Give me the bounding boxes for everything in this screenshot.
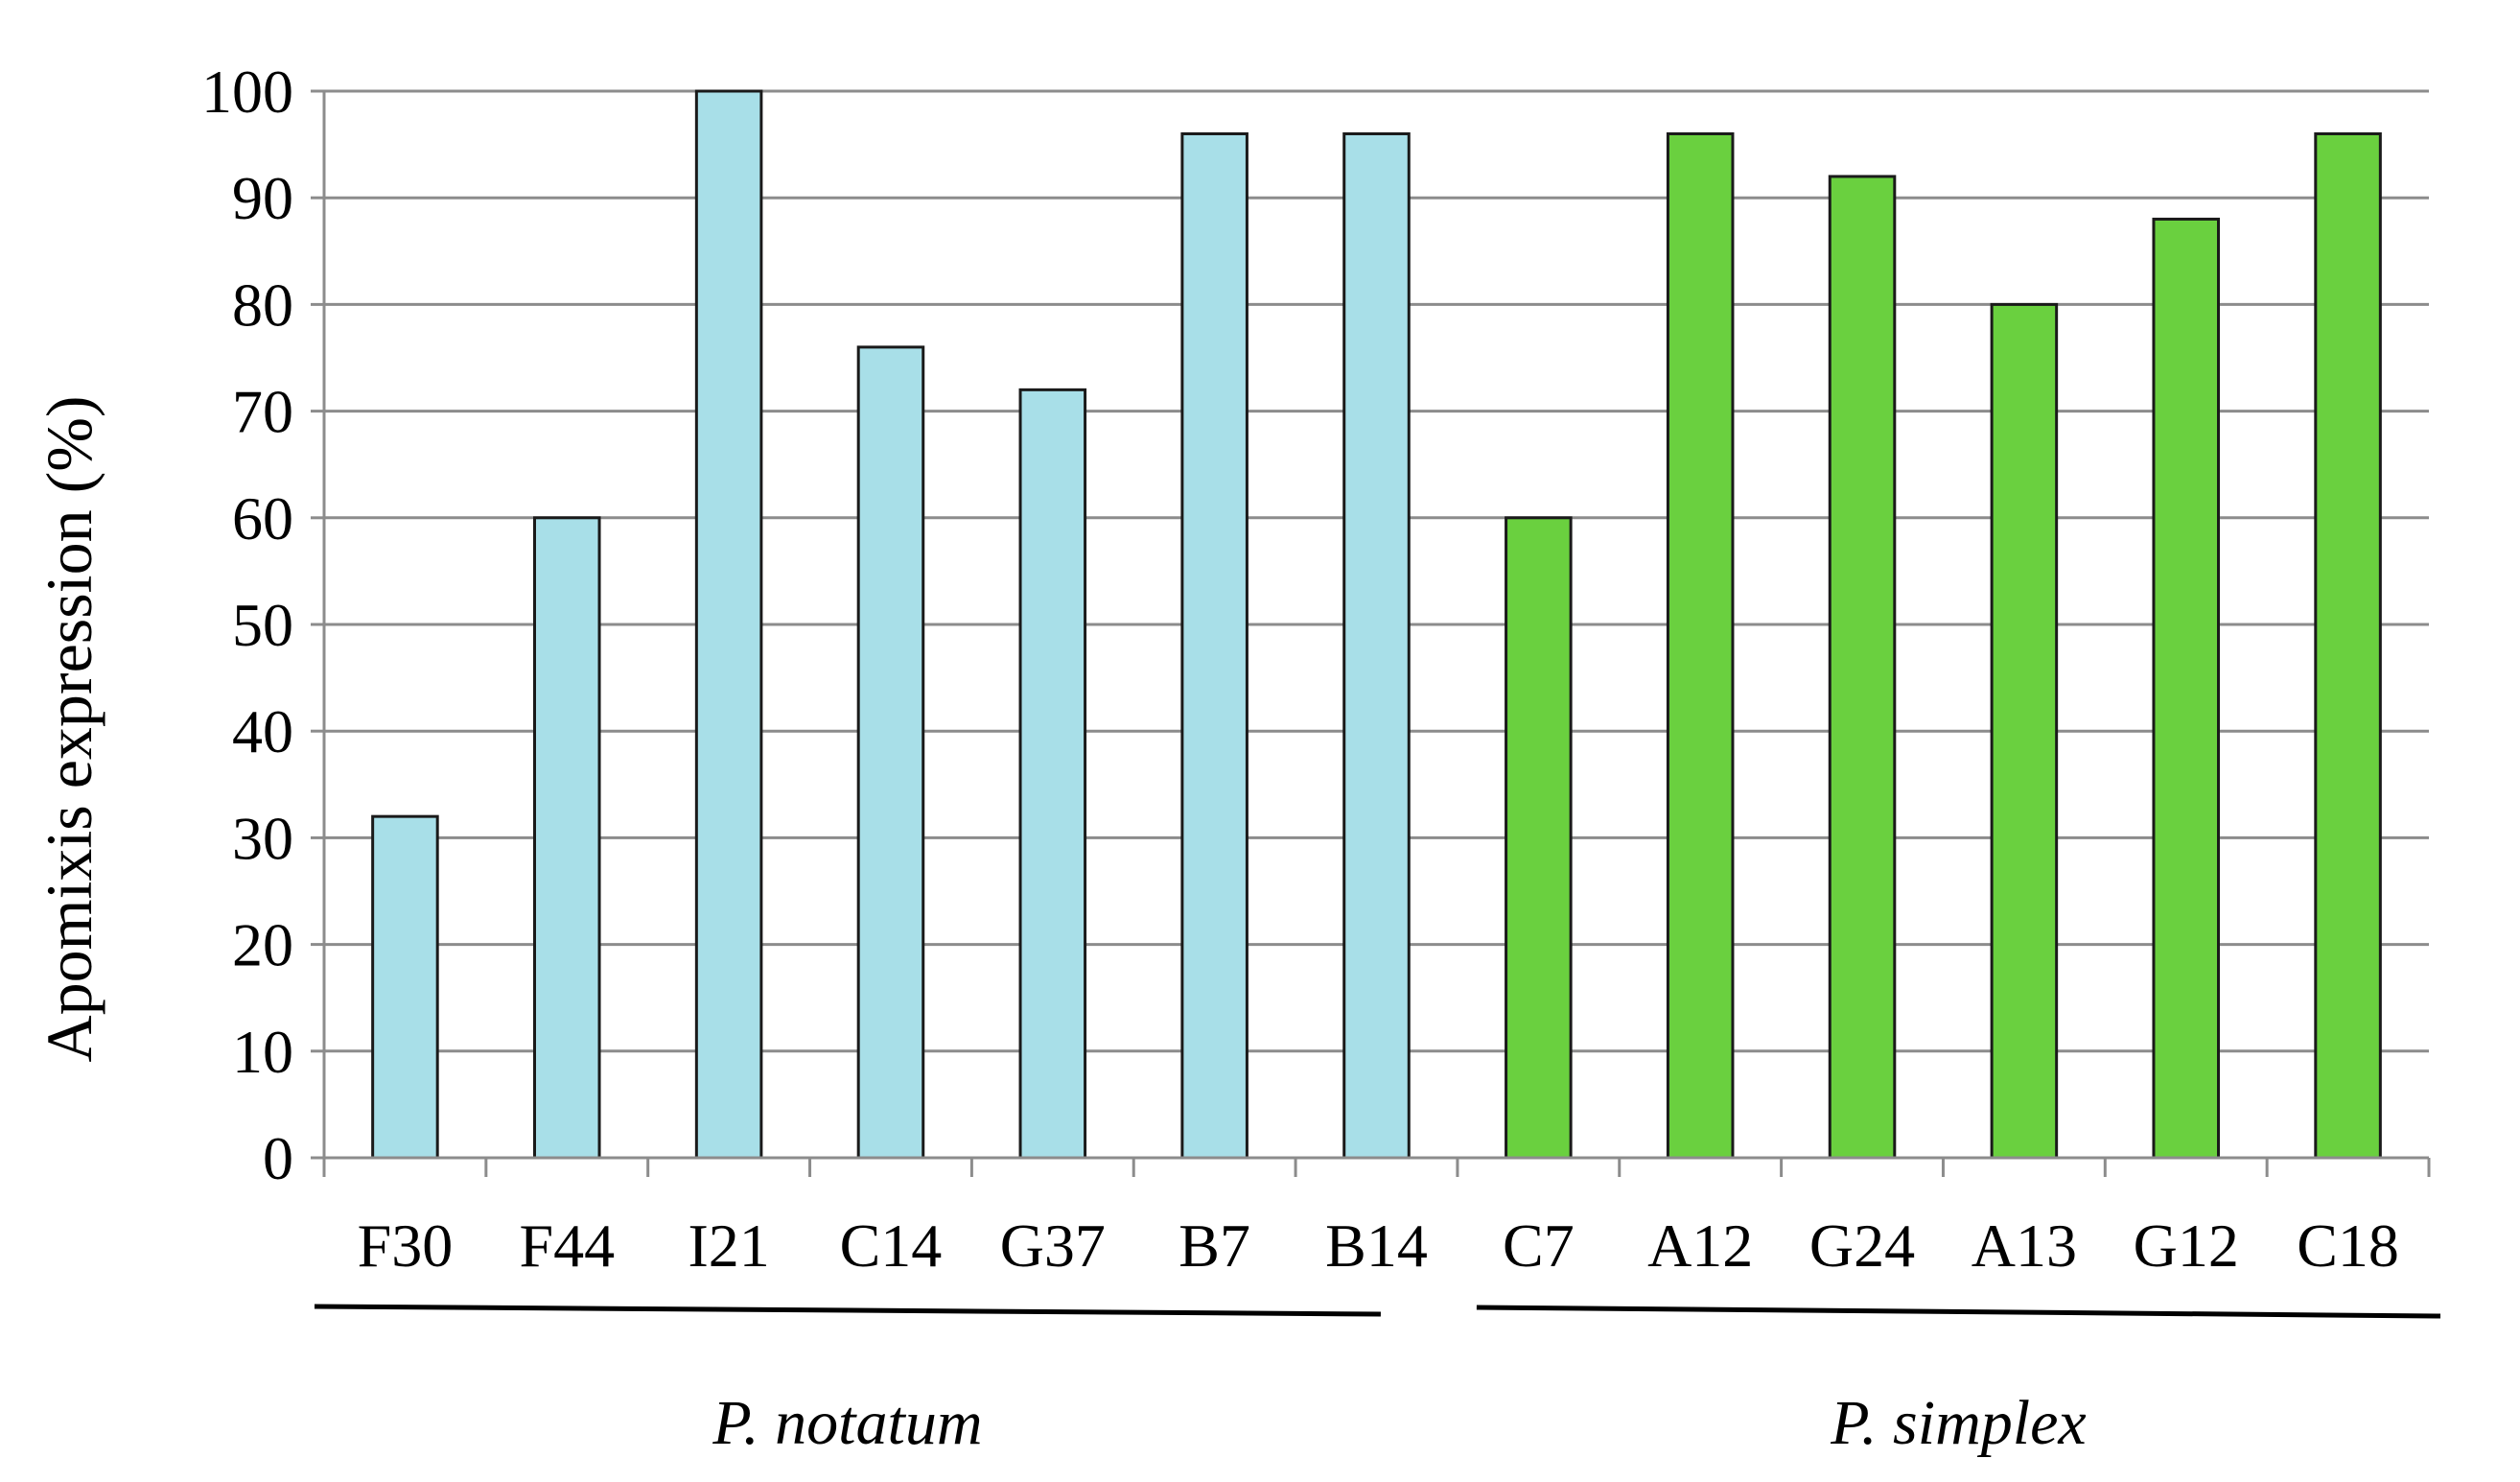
x-tick-label: B14 — [1325, 1211, 1428, 1280]
bar-A13 — [1990, 302, 2059, 1160]
bar-G12 — [2152, 217, 2220, 1160]
x-tick-label: A13 — [1972, 1211, 2077, 1280]
x-tick-label: I21 — [688, 1211, 769, 1280]
axes — [311, 89, 2441, 1319]
labels: 0 10 20 30 40 50 60 70 80 90 100 F30 F44 I21 C14 G37 B7 B… — [201, 58, 2399, 1458]
y-tick-label: 80 — [232, 271, 293, 339]
x-tick-label: G12 — [2134, 1211, 2239, 1280]
x-tick-label: F30 — [358, 1211, 454, 1280]
x-tick-label: C7 — [1503, 1211, 1575, 1280]
bar-B14 — [1342, 131, 1411, 1160]
bar-C18 — [2314, 131, 2382, 1160]
x-tick-label: B7 — [1178, 1211, 1250, 1280]
x-tick-label: C18 — [2297, 1211, 2399, 1280]
x-tick-label: C14 — [840, 1211, 943, 1280]
y-tick-label: 70 — [232, 378, 293, 446]
bar-B7 — [1180, 131, 1248, 1160]
group-label: P. notatum — [712, 1388, 982, 1458]
x-tick-label: G37 — [1000, 1211, 1106, 1280]
x-tick-label: F44 — [519, 1211, 615, 1280]
y-tick-label: 30 — [232, 804, 293, 872]
y-tick-label: 40 — [232, 697, 293, 765]
x-tick-label: A12 — [1647, 1211, 1753, 1280]
y-tick-label: 20 — [232, 911, 293, 979]
y-tick-label: 0 — [263, 1124, 293, 1192]
y-tick-label: 100 — [201, 58, 293, 126]
y-tick-label: 90 — [232, 164, 293, 232]
y-tick-label: 50 — [232, 591, 293, 659]
bar-G24 — [1828, 175, 1897, 1160]
x-tick-label: G24 — [1809, 1211, 1915, 1280]
bar-F44 — [533, 516, 601, 1160]
y-tick-label: 60 — [232, 484, 293, 553]
bar-I21 — [694, 89, 763, 1160]
bar-C7 — [1505, 516, 1573, 1160]
bar-A12 — [1666, 131, 1735, 1160]
group-label: P. simplex — [1830, 1388, 2086, 1458]
group-underline — [1476, 1305, 2441, 1319]
group-underline — [314, 1304, 1381, 1317]
bar-G37 — [1018, 388, 1087, 1160]
bar-F30 — [371, 814, 439, 1160]
y-axis-title: Apomixis expression (%) — [33, 395, 105, 1062]
y-tick-label: 10 — [232, 1018, 293, 1086]
bar-C14 — [856, 345, 925, 1160]
